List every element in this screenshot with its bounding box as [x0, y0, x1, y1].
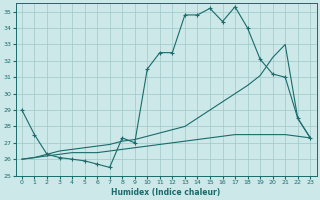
- X-axis label: Humidex (Indice chaleur): Humidex (Indice chaleur): [111, 188, 221, 197]
